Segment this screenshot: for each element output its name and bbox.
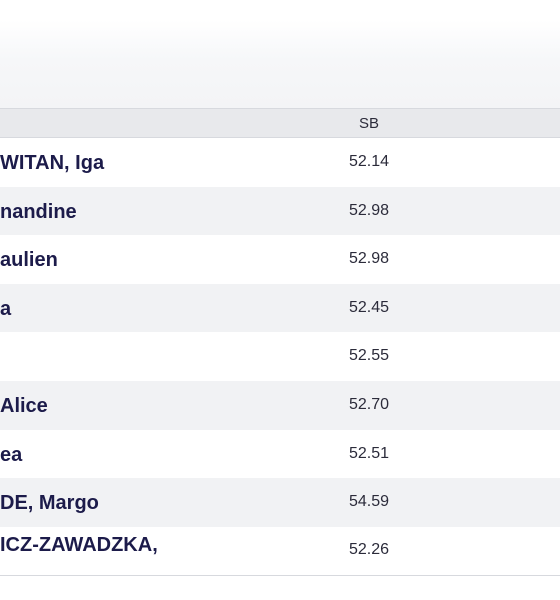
table-row[interactable]: DE, Margo 54.59 xyxy=(0,478,560,527)
season-best: 52.26 xyxy=(348,540,390,558)
athlete-name[interactable]: aulien xyxy=(0,249,58,272)
season-best: 52.55 xyxy=(348,347,390,365)
season-best: 52.51 xyxy=(348,444,390,462)
table-row[interactable]: Alice 52.70 xyxy=(0,380,560,430)
season-best: 52.70 xyxy=(348,395,390,413)
season-best: 52.98 xyxy=(348,201,390,219)
table-row[interactable]: aulien 52.98 xyxy=(0,235,560,284)
athlete-name[interactable]: DE, Margo xyxy=(0,492,99,515)
table-row[interactable]: nandine 52.98 xyxy=(0,186,560,236)
table-row[interactable]: a 52.45 xyxy=(0,283,560,333)
athlete-name[interactable]: ea xyxy=(0,443,23,466)
results-table: SB WITAN, Iga 52.14 nandine 52.98 aulien… xyxy=(0,108,560,577)
season-best: 52.45 xyxy=(348,298,390,316)
season-best: 54.59 xyxy=(348,493,390,511)
athlete-name[interactable]: ICZ-ZAWADZKA, xyxy=(0,533,158,556)
column-header-sb[interactable]: SB xyxy=(358,115,379,132)
table-row[interactable]: 52.55 xyxy=(0,332,560,381)
table-row[interactable]: ICZ-ZAWADZKA, 52.26 xyxy=(0,527,560,576)
athlete-name[interactable]: a xyxy=(0,297,12,320)
table-row[interactable]: WITAN, Iga 52.14 xyxy=(0,138,560,187)
athlete-name[interactable]: WITAN, Iga xyxy=(0,152,105,174)
table-row[interactable]: ea 52.51 xyxy=(0,430,560,479)
season-best: 52.98 xyxy=(348,250,390,268)
athlete-name[interactable]: Alice xyxy=(0,394,48,417)
season-best: 52.14 xyxy=(348,153,390,170)
athlete-name[interactable]: nandine xyxy=(0,200,77,223)
table-header: SB xyxy=(0,108,560,138)
page-background xyxy=(0,576,560,600)
